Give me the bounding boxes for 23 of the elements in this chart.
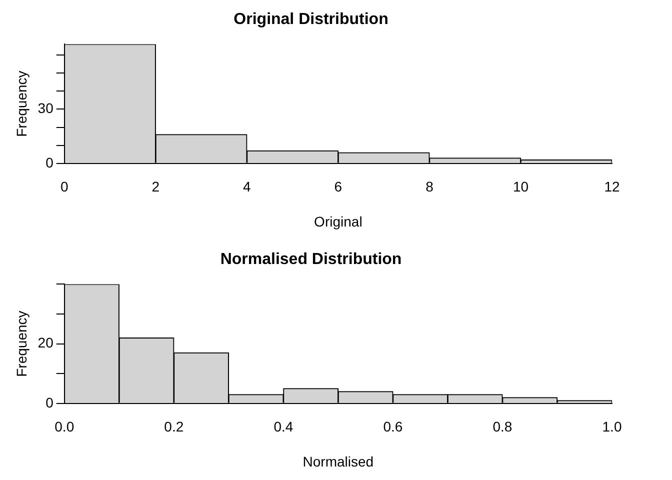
y-tick-label: 30 — [38, 100, 54, 116]
x-tick-label: 10 — [512, 178, 529, 195]
y-tick-label: 0 — [46, 394, 54, 410]
x-tick-label: 6 — [334, 178, 342, 195]
y-tick-label: 20 — [38, 334, 54, 351]
x-tick-label: 0.0 — [54, 418, 74, 435]
x-tick-label: 0.4 — [274, 418, 294, 435]
x-tick-label: 1.0 — [602, 418, 622, 435]
x-tick-label: 2 — [152, 178, 160, 195]
x-tick-label: 0 — [60, 178, 68, 195]
x-tick-label: 0.8 — [492, 418, 512, 435]
x-tick-label: 12 — [604, 178, 620, 195]
y-axis-title: Frequency — [13, 310, 30, 377]
x-tick-label: 0.2 — [164, 418, 184, 435]
y-tick-label: 0 — [46, 154, 54, 170]
x-tick-label: 0.6 — [383, 418, 403, 435]
x-tick-label: 4 — [243, 178, 252, 195]
chart-title: Normalised Distribution — [220, 251, 402, 268]
chart-title: Original Distribution — [234, 11, 388, 28]
x-axis-title: Normalised — [302, 453, 374, 470]
x-axis-title: Original — [314, 213, 362, 230]
y-axis-title: Frequency — [13, 70, 30, 137]
x-tick-label: 8 — [426, 178, 434, 195]
